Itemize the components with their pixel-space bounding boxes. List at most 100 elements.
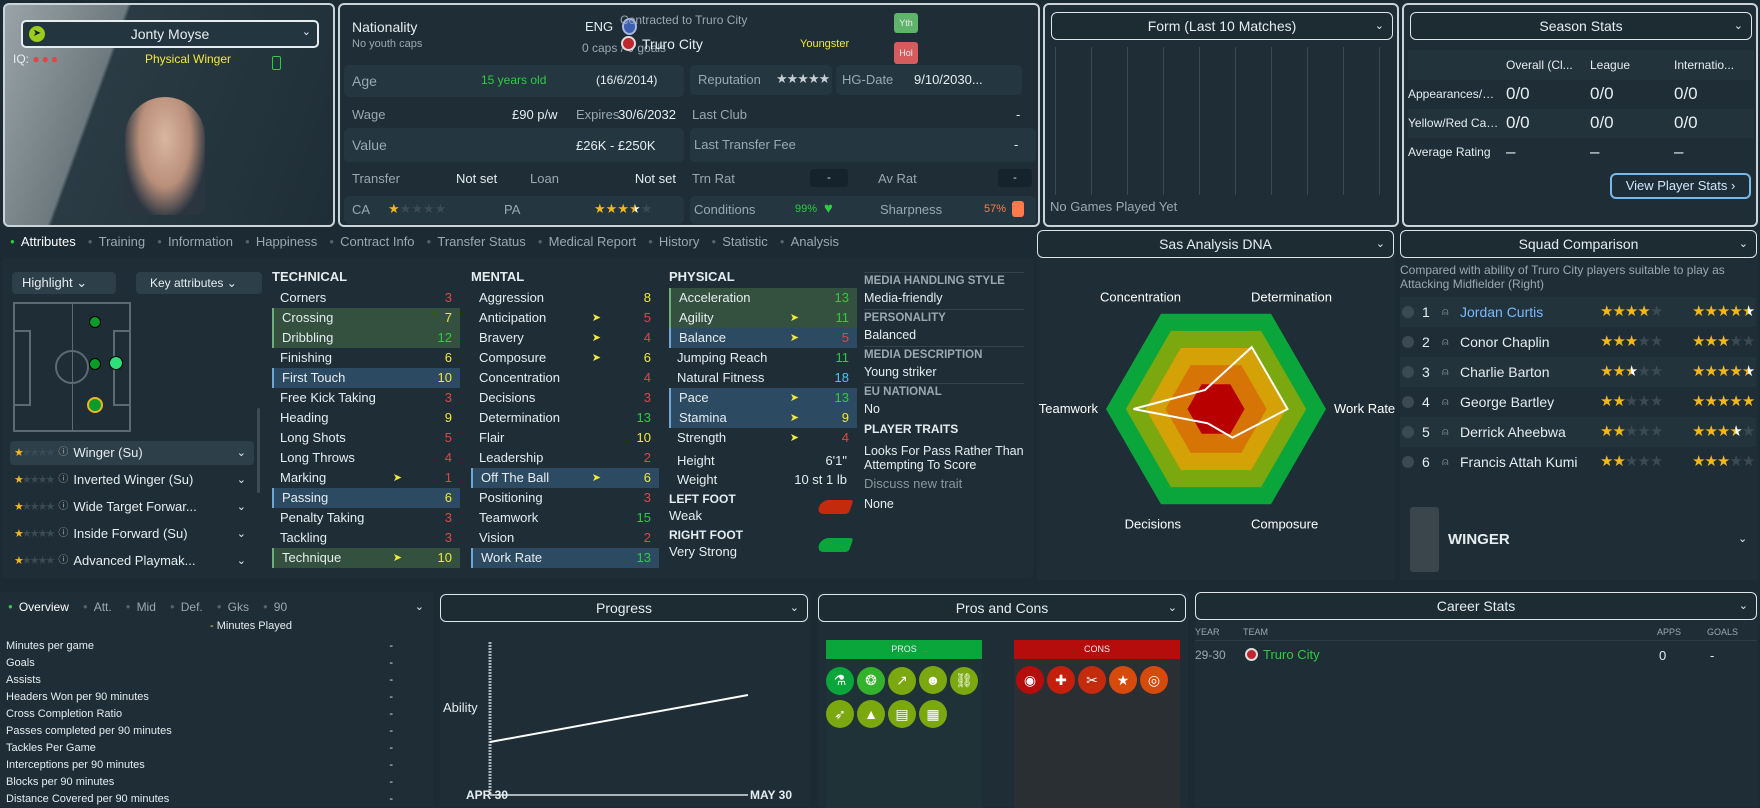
tab-training[interactable]: Training xyxy=(88,234,145,249)
overview-tab[interactable]: Gks xyxy=(217,600,249,614)
squad-comparison-dropdown[interactable]: Squad Comparison ⌄ xyxy=(1400,230,1757,258)
attribute-row[interactable]: Finishing 6 xyxy=(272,348,460,368)
tab-information[interactable]: Information xyxy=(157,234,233,249)
chevron-down-icon[interactable]: ⌄ xyxy=(236,528,246,540)
role-item[interactable]: ★★★★★ ⓘ Inside Forward (Su) ⌄ xyxy=(10,522,254,546)
squad-player-name[interactable]: Conor Chaplin xyxy=(1460,334,1550,350)
overview-tab[interactable]: Att. xyxy=(83,600,112,614)
broken-icon[interactable]: ✂ xyxy=(1078,666,1106,694)
attribute-row[interactable]: Agility ➤ 11 xyxy=(669,308,857,328)
attribute-row[interactable]: Jumping Reach 11 xyxy=(669,348,857,368)
tab-attributes[interactable]: Attributes xyxy=(10,234,76,249)
pros-cons-dropdown[interactable]: Pros and Cons ⌄ xyxy=(818,594,1186,622)
squad-player-row[interactable]: 4 ⍝ George Bartley ★★★★★ ★★★★★ xyxy=(1400,387,1756,417)
attribute-row[interactable]: Bravery ➤ 4 xyxy=(471,328,659,348)
squad-player-name[interactable]: Jordan Curtis xyxy=(1460,304,1544,320)
tactics-board-icon[interactable]: ▦ xyxy=(919,700,947,728)
overview-tab[interactable]: Mid xyxy=(126,600,156,614)
roles-scrollbar[interactable] xyxy=(257,408,260,493)
highlight-dropdown[interactable]: Highlight ⌄ xyxy=(12,272,116,294)
cone-icon[interactable]: ▲ xyxy=(857,699,885,728)
attribute-row[interactable]: Penalty Taking 3 xyxy=(272,508,460,528)
attribute-row[interactable]: Decisions 3 xyxy=(471,388,659,408)
career-stats-dropdown[interactable]: Career Stats ⌄ xyxy=(1195,592,1757,620)
attribute-row[interactable]: First Touch 10 xyxy=(272,368,460,388)
attribute-row[interactable]: Determination 13 xyxy=(471,408,659,428)
attribute-row[interactable]: Long Shots 5 xyxy=(272,428,460,448)
squad-player-row[interactable]: 2 ⍝ Conor Chaplin ★★★★★ ★★★★★ xyxy=(1400,327,1756,357)
trend-up-icon[interactable]: ↗ xyxy=(888,666,916,695)
pass-icon[interactable]: ➶ xyxy=(826,700,854,728)
attribute-row[interactable]: Anticipation ➤ 5 xyxy=(471,308,659,328)
attribute-row[interactable]: Pace ➤ 13 xyxy=(669,388,857,408)
role-item[interactable]: ★★★★★ ⓘ Winger (Su) ⌄ xyxy=(10,441,254,465)
chevron-down-icon[interactable]: ⌄ xyxy=(236,501,246,513)
chevron-down-icon[interactable]: ⌄ xyxy=(236,555,246,567)
club-name[interactable]: Truro City xyxy=(642,36,703,52)
head-icon[interactable]: ☻ xyxy=(919,666,947,694)
target-icon[interactable]: ◎ xyxy=(1140,666,1168,694)
attribute-row[interactable]: Flair 10 xyxy=(471,428,659,448)
attribute-row[interactable]: Off The Ball ➤ 6 xyxy=(471,468,659,488)
attribute-row[interactable]: Strength ➤ 4 xyxy=(669,428,857,448)
attribute-row[interactable]: Positioning 3 xyxy=(471,488,659,508)
attribute-row[interactable]: Leadership 2 xyxy=(471,448,659,468)
season-stats-dropdown[interactable]: Season Stats ⌄ xyxy=(1410,12,1752,40)
career-team[interactable]: Truro City xyxy=(1263,647,1320,662)
flask-icon[interactable]: ⚗ xyxy=(826,666,854,695)
key-attributes-dropdown[interactable]: Key attributes ⌄ xyxy=(136,272,262,294)
role-item[interactable]: ★★★★★ ⓘ Inverted Winger (Su) ⌄ xyxy=(10,468,254,492)
squad-player-row[interactable]: 5 ⍝ Derrick Aheebwa ★★★★★ ★★★★★ xyxy=(1400,417,1756,447)
medical-cross-icon[interactable]: ✚ xyxy=(1047,666,1075,694)
star-icon[interactable]: ★ xyxy=(1109,666,1137,694)
attribute-row[interactable]: Dribbling 12 xyxy=(272,328,460,348)
progress-dropdown[interactable]: Progress ⌄ xyxy=(440,594,808,622)
attribute-row[interactable]: Marking ➤ 1 xyxy=(272,468,460,488)
tab-analysis[interactable]: Analysis xyxy=(780,234,839,249)
select-radio-icon[interactable] xyxy=(1402,336,1414,348)
tab-history[interactable]: History xyxy=(648,234,699,249)
tab-statistic[interactable]: Statistic xyxy=(711,234,768,249)
attribute-row[interactable]: Acceleration 13 xyxy=(669,288,857,308)
attribute-row[interactable]: Corners 3 xyxy=(272,288,460,308)
form-dropdown[interactable]: Form (Last 10 Matches) ⌄ xyxy=(1051,12,1393,40)
media-discuss[interactable]: Discuss new trait xyxy=(864,476,963,491)
select-radio-icon[interactable] xyxy=(1402,396,1414,408)
holiday-badge[interactable]: Hol xyxy=(894,42,918,64)
squad-player-name[interactable]: Charlie Barton xyxy=(1460,364,1550,380)
select-radio-icon[interactable] xyxy=(1402,426,1414,438)
chevron-down-icon[interactable]: ⌄ xyxy=(236,447,246,459)
squad-player-name[interactable]: Derrick Aheebwa xyxy=(1460,424,1566,440)
attribute-row[interactable]: Composure ➤ 6 xyxy=(471,348,659,368)
eye-icon[interactable]: ◉ xyxy=(1016,666,1044,694)
tab-transfer-status[interactable]: Transfer Status xyxy=(427,234,525,249)
link-icon[interactable]: ⛓ xyxy=(950,666,978,695)
attribute-row[interactable]: Tackling 3 xyxy=(272,528,460,548)
select-radio-icon[interactable] xyxy=(1402,366,1414,378)
loan-status[interactable]: Not set xyxy=(634,171,676,186)
squad-player-row[interactable]: 1 ⍝ Jordan Curtis ★★★★★ ★★★★★ xyxy=(1400,297,1756,327)
attribute-row[interactable]: Work Rate 13 xyxy=(471,548,659,568)
role-item[interactable]: ★★★★★ ⓘ Advanced Playmak... ⌄ xyxy=(10,549,254,571)
chevron-down-icon[interactable]: ⌄ xyxy=(414,601,424,613)
squad-player-name[interactable]: George Bartley xyxy=(1460,394,1555,410)
attribute-row[interactable]: Free Kick Taking 3 xyxy=(272,388,460,408)
select-radio-icon[interactable] xyxy=(1402,306,1414,318)
attribute-row[interactable]: Vision 2 xyxy=(471,528,659,548)
overview-tab[interactable]: Overview xyxy=(8,600,69,614)
attribute-row[interactable]: Teamwork 15 xyxy=(471,508,659,528)
dna-dropdown[interactable]: Sas Analysis DNA ⌄ xyxy=(1037,230,1394,258)
chevron-down-icon[interactable]: ⌄ xyxy=(236,474,246,486)
clipboard-icon[interactable]: ▤ xyxy=(888,700,916,728)
attribute-row[interactable]: Aggression 8 xyxy=(471,288,659,308)
tab-medical-report[interactable]: Medical Report xyxy=(538,234,636,249)
overview-tab[interactable]: Def. xyxy=(170,600,203,614)
attribute-row[interactable]: Natural Fitness 18 xyxy=(669,368,857,388)
overview-tab[interactable]: 90 xyxy=(263,600,287,614)
attribute-row[interactable]: Passing 6 xyxy=(272,488,460,508)
view-player-stats-button[interactable]: View Player Stats › xyxy=(1610,173,1751,199)
attribute-row[interactable]: Technique ➤ 10 xyxy=(272,548,460,568)
role-item[interactable]: ★★★★★ ⓘ Wide Target Forwar... ⌄ xyxy=(10,495,254,519)
wheel-icon[interactable]: ❂ xyxy=(857,666,885,695)
attribute-row[interactable]: Long Throws 4 xyxy=(272,448,460,468)
